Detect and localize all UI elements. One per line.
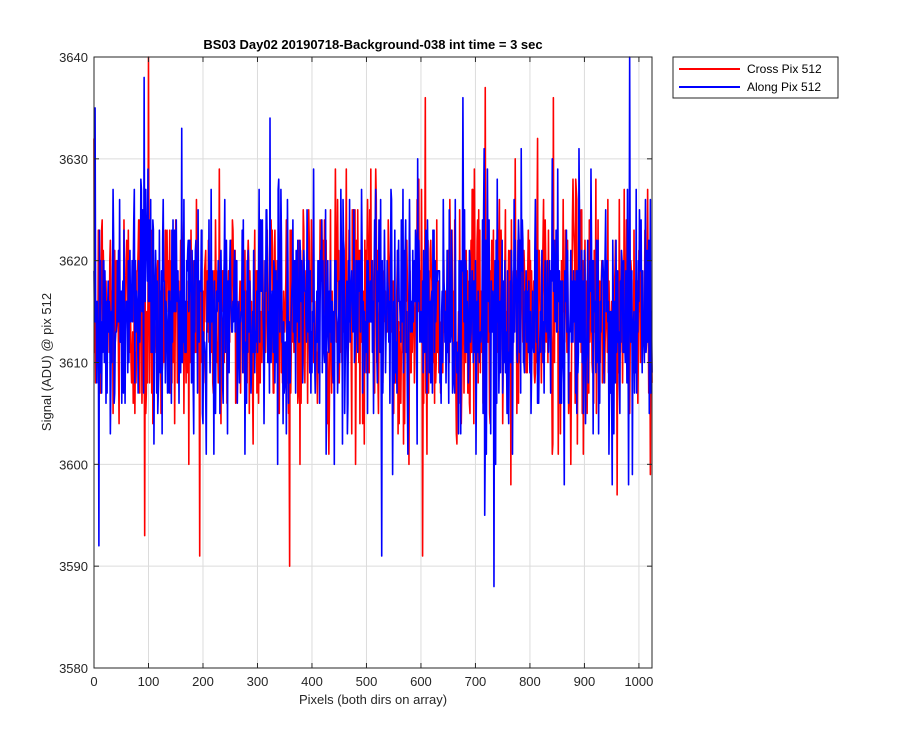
x-tick-label: 1000 (624, 674, 653, 689)
x-tick-label: 500 (356, 674, 378, 689)
legend: Cross Pix 512 Along Pix 512 (672, 56, 839, 99)
x-tick-label: 800 (519, 674, 541, 689)
x-tick-label: 700 (465, 674, 487, 689)
x-axis-ticks: 0 100 200 300 400 500 600 700 800 900 1000 (90, 57, 653, 689)
y-tick-label: 3600 (59, 457, 88, 472)
legend-box (672, 56, 839, 99)
x-tick-label: 300 (247, 674, 269, 689)
y-tick-label: 3630 (59, 152, 88, 167)
y-tick-label: 3640 (59, 50, 88, 65)
y-tick-label: 3590 (59, 559, 88, 574)
chart-title: BS03 Day02 20190718-Background-038 int t… (203, 37, 542, 52)
legend-label-along: Along Pix 512 (747, 80, 821, 94)
y-tick-label: 3610 (59, 356, 88, 371)
x-tick-label: 200 (192, 674, 214, 689)
y-axis-label: Signal (ADU) @ pix 512 (39, 293, 54, 431)
x-axis-label: Pixels (both dirs on array) (299, 692, 447, 707)
x-tick-label: 0 (90, 674, 97, 689)
legend-label-cross: Cross Pix 512 (747, 62, 822, 76)
y-tick-label: 3580 (59, 661, 88, 676)
y-tick-label: 3620 (59, 254, 88, 269)
x-tick-label: 900 (574, 674, 596, 689)
x-tick-label: 400 (301, 674, 323, 689)
x-tick-label: 600 (410, 674, 432, 689)
y-axis-ticks: 3580 3590 3600 3610 3620 3630 3640 (59, 50, 652, 676)
plot-area (93, 56, 653, 588)
x-tick-label: 100 (138, 674, 160, 689)
series-line-along-pix-512 (93, 56, 653, 588)
